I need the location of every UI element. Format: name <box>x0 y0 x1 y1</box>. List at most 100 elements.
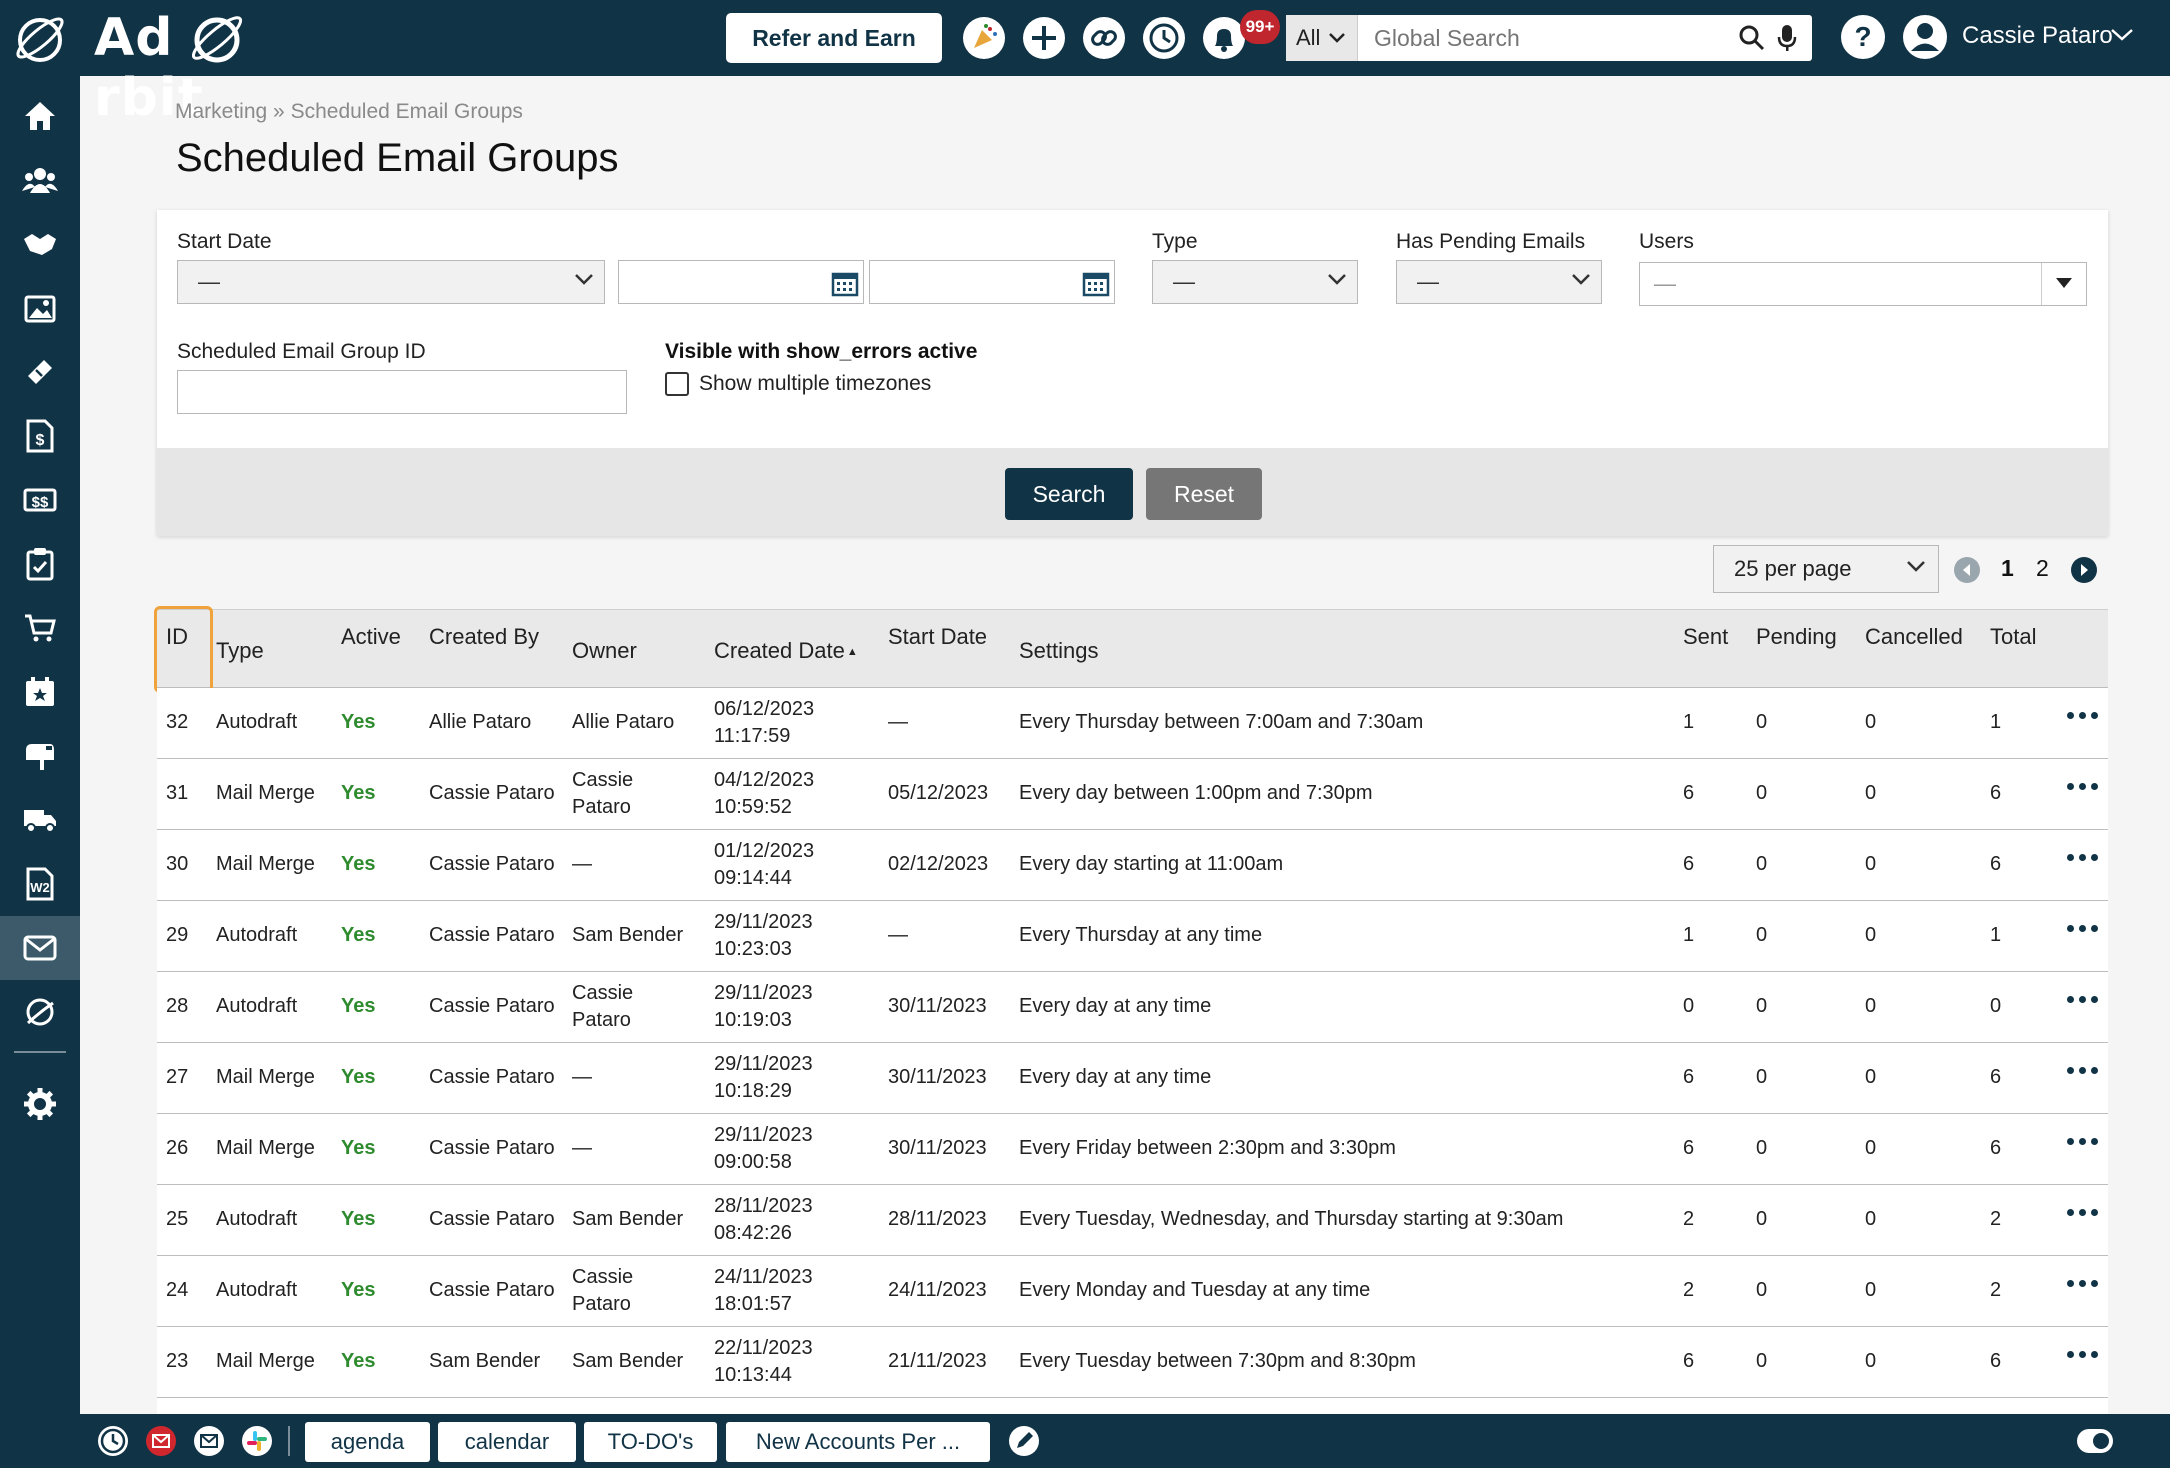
group-id-input[interactable] <box>177 370 627 414</box>
caret-down-icon[interactable] <box>2055 277 2073 289</box>
cell-id[interactable]: 26 <box>166 1137 189 1159</box>
breadcrumb-parent[interactable]: Marketing <box>175 100 268 123</box>
table-row[interactable]: 31 Mail Merge Yes Cassie Pataro Cassie Pataro… <box>157 759 2108 830</box>
sidebar-item-mailbox[interactable] <box>0 724 80 788</box>
sidebar-item-orders[interactable] <box>0 340 80 404</box>
sidebar-item-media[interactable] <box>0 276 80 340</box>
col-header-start-date[interactable]: Start Date <box>888 624 988 649</box>
row-actions-more-icon[interactable] <box>2067 1280 2098 1287</box>
sidebar-item-billing[interactable]: $$ <box>0 468 80 532</box>
bottom-tab-new-accounts[interactable]: New Accounts Per ... <box>726 1422 990 1462</box>
sidebar-item-events[interactable] <box>0 660 80 724</box>
toggle-icon[interactable] <box>2076 1428 2114 1454</box>
cell-id[interactable]: 23 <box>166 1350 189 1372</box>
row-actions-more-icon[interactable] <box>2067 1138 2098 1145</box>
col-header-created-by[interactable]: Created By <box>429 624 540 649</box>
user-name[interactable]: Cassie Pataro <box>1962 22 2113 49</box>
cell-id[interactable]: 31 <box>166 782 189 804</box>
table-row[interactable]: 27 Mail Merge Yes Cassie Pataro — 29/11/2023 1… <box>157 1043 2108 1114</box>
row-actions-more-icon[interactable] <box>2067 1209 2098 1216</box>
table-row[interactable]: 26 Mail Merge Yes Cassie Pataro — 29/11/2023 0… <box>157 1114 2108 1185</box>
col-header-type[interactable]: Type <box>216 638 264 663</box>
table-row[interactable]: 24 Autodraft Yes Cassie Pataro Cassie Pataro 2… <box>157 1256 2108 1327</box>
type-select[interactable]: — <box>1152 260 1358 304</box>
refer-and-earn-button[interactable]: Refer and Earn <box>726 13 942 63</box>
row-actions-more-icon[interactable] <box>2067 996 2098 1003</box>
start-date-range-select[interactable]: — <box>177 260 605 304</box>
users-select[interactable]: — <box>1639 262 2087 306</box>
table-row[interactable]: 29 Autodraft Yes Cassie Pataro Sam Bender 29/… <box>157 901 2108 972</box>
col-header-cancelled[interactable]: Cancelled <box>1865 624 1963 649</box>
col-header-pending[interactable]: Pending <box>1756 624 1837 649</box>
bottom-tab-todos[interactable]: TO-DO's <box>584 1422 717 1462</box>
start-date-to-input[interactable] <box>869 260 1115 304</box>
table-row[interactable]: 30 Mail Merge Yes Cassie Pataro —01/12/2023 0… <box>157 830 2108 901</box>
bottom-tab-agenda[interactable]: agenda <box>305 1422 430 1462</box>
cell-id[interactable]: 24 <box>166 1279 189 1301</box>
sidebar-item-store[interactable] <box>0 596 80 660</box>
global-search-input[interactable] <box>1366 15 1726 61</box>
col-header-id[interactable]: ID <box>166 624 188 649</box>
user-avatar-icon[interactable] <box>1902 14 1948 60</box>
search-scope-select[interactable]: All <box>1286 15 1358 61</box>
has-pending-select[interactable]: — <box>1396 260 1602 304</box>
table-row[interactable]: 23 Mail Merge Yes Sam Bender Sam Bender 22/11… <box>157 1327 2108 1398</box>
cell-id[interactable]: 25 <box>166 1208 189 1230</box>
col-header-active[interactable]: Active <box>341 624 401 649</box>
col-header-created-date[interactable]: Created Date ▲ <box>714 638 858 664</box>
start-date-from-input[interactable] <box>618 260 864 304</box>
microphone-icon[interactable] <box>1776 23 1798 53</box>
chevron-down-icon[interactable] <box>2110 28 2134 42</box>
col-header-settings[interactable]: Settings <box>1019 638 1099 663</box>
multiple-timezones-label[interactable]: Show multiple timezones <box>699 372 932 395</box>
sidebar-item-marketing[interactable] <box>0 916 80 980</box>
sidebar-item-invoices[interactable]: $ <box>0 404 80 468</box>
bottom-tab-calendar[interactable]: calendar <box>438 1422 576 1462</box>
search-button[interactable]: Search <box>1005 468 1133 520</box>
sidebar-item-contacts[interactable] <box>0 148 80 212</box>
col-header-sent[interactable]: Sent <box>1683 624 1729 649</box>
sidebar-item-orbit[interactable] <box>0 980 80 1044</box>
reset-button[interactable]: Reset <box>1146 468 1262 520</box>
per-page-select[interactable]: 25 per page <box>1713 545 1939 593</box>
sidebar-item-home[interactable] <box>0 84 80 148</box>
sidebar-item-settings[interactable] <box>0 1072 80 1136</box>
celebration-icon[interactable] <box>962 16 1006 60</box>
messages-icon[interactable] <box>191 1423 227 1459</box>
cell-id[interactable]: 27 <box>166 1066 189 1088</box>
row-actions-more-icon[interactable] <box>2067 1351 2098 1358</box>
slack-icon[interactable] <box>239 1423 275 1459</box>
row-actions-more-icon[interactable] <box>2067 712 2098 719</box>
col-header-owner[interactable]: Owner <box>572 638 637 663</box>
table-row[interactable]: 25 Autodraft Yes Cassie Pataro Sam Bender 28/… <box>157 1185 2108 1256</box>
row-actions-more-icon[interactable] <box>2067 783 2098 790</box>
cell-id[interactable]: 28 <box>166 995 189 1017</box>
calendar-icon[interactable] <box>1082 269 1110 297</box>
search-icon[interactable] <box>1738 24 1766 52</box>
email-alert-icon[interactable] <box>143 1423 179 1459</box>
row-actions-more-icon[interactable] <box>2067 1067 2098 1074</box>
sidebar-item-deals[interactable] <box>0 212 80 276</box>
cell-id[interactable]: 29 <box>166 924 189 946</box>
table-row[interactable]: 32 Autodraft Yes Allie Pataro Allie Pataro 06… <box>157 688 2108 759</box>
cell-id[interactable]: 32 <box>166 711 189 733</box>
link-icon[interactable] <box>1082 16 1126 60</box>
previous-page-icon[interactable] <box>1953 556 1981 584</box>
table-row[interactable]: 28 Autodraft Yes Cassie Pataro Cassie Pataro 2… <box>157 972 2108 1043</box>
page-2-link[interactable]: 2 <box>2036 555 2049 581</box>
cell-id[interactable]: 30 <box>166 853 189 875</box>
clock-icon[interactable] <box>95 1423 131 1459</box>
history-icon[interactable] <box>1142 16 1186 60</box>
sidebar-item-shipping[interactable] <box>0 788 80 852</box>
edit-pencil-icon[interactable] <box>1006 1423 1042 1459</box>
add-icon[interactable] <box>1022 16 1066 60</box>
next-page-icon[interactable] <box>2070 556 2098 584</box>
notifications-bell-icon[interactable] <box>1202 16 1246 60</box>
row-actions-more-icon[interactable] <box>2067 925 2098 932</box>
sidebar-item-commissions[interactable]: W2 <box>0 852 80 916</box>
sidebar-item-tasks[interactable] <box>0 532 80 596</box>
row-actions-more-icon[interactable] <box>2067 854 2098 861</box>
multiple-timezones-checkbox[interactable] <box>665 372 689 396</box>
help-icon[interactable]: ? <box>1840 14 1886 60</box>
calendar-icon[interactable] <box>831 269 859 297</box>
